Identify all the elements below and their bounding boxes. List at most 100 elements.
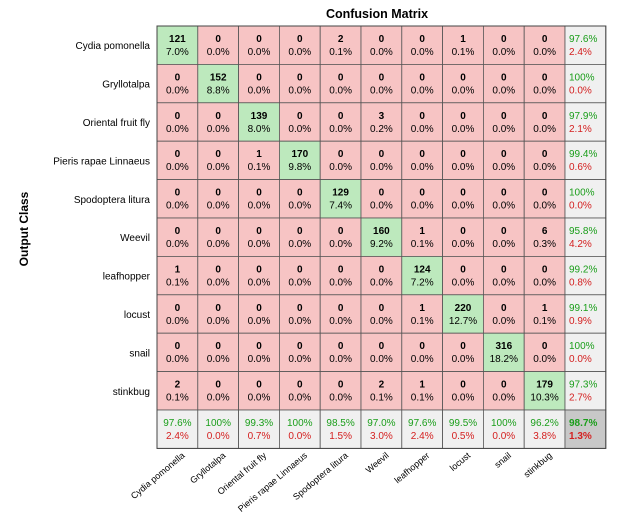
- error-cell: [401, 102, 443, 142]
- cell-percent: 0.0%: [166, 162, 189, 173]
- correct-cell: [278, 140, 321, 180]
- column-summary-cell: [238, 409, 280, 449]
- row-label: Weevil: [120, 233, 150, 244]
- cell-count: 0: [501, 303, 507, 314]
- cell-count: 139: [251, 111, 268, 122]
- column-recall: 99.3%: [245, 418, 273, 429]
- cell-percent: 0.0%: [207, 47, 230, 58]
- error-cell: [360, 179, 403, 219]
- row-summary-cell: [564, 25, 607, 65]
- row-error: 4.2%: [569, 239, 592, 250]
- error-cell: [156, 102, 199, 142]
- error-cell: [197, 179, 240, 219]
- cell-count: 0: [419, 341, 425, 352]
- cell-percent: 0.1%: [370, 393, 393, 404]
- cell-percent: 0.0%: [207, 162, 230, 173]
- cell-percent: 18.2%: [490, 354, 518, 365]
- cell-count: 0: [460, 149, 466, 160]
- column-error: 0.0%: [288, 431, 311, 442]
- column-recall: 99.5%: [449, 418, 477, 429]
- cell-count: 0: [215, 341, 221, 352]
- column-recall: 97.6%: [163, 418, 191, 429]
- row-summary-cell: [564, 64, 607, 104]
- cell-percent: 0.0%: [533, 354, 556, 365]
- row-label: Oriental fruit fly: [83, 118, 150, 129]
- row-precision: 100%: [569, 188, 595, 199]
- cell-percent: 0.0%: [533, 124, 556, 135]
- column-label: locust: [448, 450, 473, 473]
- row-error: 0.0%: [569, 85, 592, 96]
- error-cell: [482, 255, 525, 296]
- column-error: 0.0%: [492, 431, 515, 442]
- row-precision: 95.8%: [569, 226, 597, 237]
- cell-count: 1: [419, 380, 425, 391]
- cell-count: 0: [460, 226, 466, 237]
- cell-percent: 0.0%: [207, 239, 230, 250]
- row-precision: 97.9%: [569, 111, 597, 122]
- row-precision: 100%: [569, 341, 595, 352]
- row-precision: 99.4%: [569, 149, 597, 160]
- error-cell: [482, 25, 525, 65]
- error-cell: [278, 217, 321, 257]
- correct-cell: [156, 25, 199, 65]
- error-cell: [238, 255, 280, 296]
- cell-count: 0: [379, 303, 385, 314]
- error-cell: [197, 332, 240, 373]
- column-label: leafhopper: [392, 450, 431, 485]
- cell-count: 0: [297, 188, 303, 199]
- cell-percent: 0.0%: [288, 393, 311, 404]
- cell-count: 0: [379, 264, 385, 275]
- cell-percent: 0.0%: [370, 85, 393, 96]
- cell-percent: 0.0%: [492, 277, 515, 288]
- cell-percent: 0.0%: [207, 354, 230, 365]
- correct-cell: [319, 179, 362, 219]
- cell-percent: 0.2%: [370, 124, 393, 135]
- cell-count: 0: [379, 72, 385, 83]
- cell-count: 0: [175, 226, 181, 237]
- cell-count: 0: [256, 264, 262, 275]
- row-summary-cell: [564, 332, 607, 373]
- cell-count: 0: [460, 380, 466, 391]
- error-cell: [523, 255, 566, 296]
- cell-count: 170: [291, 149, 308, 160]
- error-cell: [278, 64, 321, 104]
- cell-count: 0: [460, 72, 466, 83]
- error-cell: [523, 25, 566, 65]
- cell-percent: 0.0%: [533, 47, 556, 58]
- cell-percent: 0.0%: [492, 316, 515, 327]
- cell-count: 0: [338, 341, 344, 352]
- cell-count: 0: [256, 34, 262, 45]
- row-label: stinkbug: [113, 387, 150, 398]
- column-label: Cydia pomonella: [129, 450, 187, 501]
- cell-count: 1: [256, 149, 262, 160]
- cell-count: 0: [542, 72, 548, 83]
- cell-percent: 0.0%: [288, 277, 311, 288]
- cell-percent: 8.0%: [248, 124, 271, 135]
- error-cell: [482, 179, 525, 219]
- cell-percent: 0.0%: [207, 393, 230, 404]
- cell-count: 0: [175, 149, 181, 160]
- cell-percent: 0.0%: [166, 124, 189, 135]
- error-cell: [278, 332, 321, 373]
- error-cell: [401, 332, 443, 373]
- error-cell: [319, 294, 362, 334]
- row-label: Pieris rapae Linnaeus: [53, 156, 150, 167]
- cell-percent: 0.0%: [288, 124, 311, 135]
- cell-count: 0: [460, 111, 466, 122]
- cell-percent: 0.0%: [248, 354, 271, 365]
- error-cell: [442, 371, 484, 411]
- cell-count: 0: [175, 341, 181, 352]
- error-cell: [523, 217, 566, 257]
- cell-count: 6: [542, 226, 548, 237]
- cell-percent: 0.1%: [166, 393, 189, 404]
- cell-count: 0: [256, 380, 262, 391]
- cell-percent: 0.0%: [207, 201, 230, 212]
- correct-cell: [197, 64, 240, 104]
- cell-count: 0: [501, 188, 507, 199]
- error-cell: [197, 255, 240, 296]
- column-recall: 98.5%: [326, 418, 354, 429]
- row-summary-cell: [564, 140, 607, 180]
- error-cell: [197, 371, 240, 411]
- cell-count: 0: [215, 303, 221, 314]
- error-cell: [197, 294, 240, 334]
